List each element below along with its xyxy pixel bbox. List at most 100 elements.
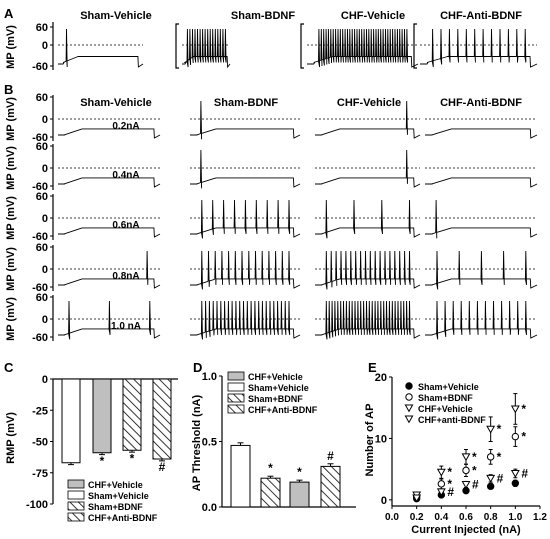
column-title: Sham-Vehicle (80, 10, 152, 22)
y-axis-label: MP (mV) (5, 297, 17, 341)
bar (92, 378, 112, 454)
significance-marker: * (130, 451, 135, 465)
legend-entry: Sham+Vehicle (248, 383, 309, 393)
significance-marker: * (497, 422, 502, 436)
x-axis-label: Current Injected (nA) (411, 524, 521, 536)
legend-entry: CHF+Vehicle (418, 404, 473, 414)
y-tick-label: 0 (42, 163, 48, 175)
significance-marker: # (447, 485, 454, 499)
y-axis-label: Number of AP (364, 404, 376, 477)
panel-d: D 0.0 0.5 1.0 AP Threshold (nA) * * # CHF+Vehicl… (191, 360, 356, 514)
legend-swatch (67, 490, 85, 500)
y-tick-label: -60 (32, 132, 48, 144)
panel-letter-e: E (368, 360, 377, 375)
y-tick-label: 60 (36, 22, 48, 34)
voltage-trace (182, 28, 231, 69)
y-tick-label: 60 (36, 92, 48, 104)
y-tick-label: 0.0 (202, 502, 217, 514)
voltage-trace (307, 28, 419, 68)
y-axis-label: AP Threshold (nA) (191, 394, 203, 491)
y-tick-label: 20 (375, 372, 387, 384)
panel-letter-b: B (4, 82, 13, 97)
column-title: CHF-Anti-BDNF (440, 10, 522, 22)
legend-swatch (227, 393, 245, 403)
bar (320, 465, 341, 508)
bar (152, 378, 172, 460)
panel-b: B Sham-Vehicle Sham-BDNF CHF-Vehicle CHF-Ant… (4, 82, 538, 344)
y-tick-label: -60 (32, 231, 48, 243)
voltage-trace (420, 28, 538, 68)
voltage-trace (425, 250, 538, 290)
voltage-trace (425, 128, 538, 139)
data-point (511, 432, 520, 441)
significance-marker: * (472, 450, 477, 464)
voltage-trace (425, 199, 538, 239)
data-point (486, 482, 495, 491)
voltage-trace (190, 300, 301, 340)
scale-bracket (175, 23, 179, 69)
voltage-trace (315, 300, 421, 340)
x-tick-label: 0.2 (410, 512, 424, 523)
significance-marker: * (268, 461, 273, 475)
scale-bracket (413, 23, 417, 69)
y-tick-label: 0 (42, 264, 48, 276)
voltage-trace (425, 177, 538, 188)
column-title: CHF-Vehicle (341, 10, 405, 22)
significance-marker: # (497, 471, 504, 485)
significance-marker: * (497, 450, 502, 464)
data-point (462, 466, 470, 475)
legend-entry: CHF+Anti-BDNF (88, 513, 158, 523)
current-label: 1.0 nA (111, 321, 141, 332)
current-label: 0.8nA (112, 271, 139, 282)
legend-entry: CHF+Vehicle (248, 372, 303, 382)
column-title: CHF-Vehicle (337, 97, 401, 109)
legend-entry: Sham+BDNF (248, 394, 303, 404)
legend-entry: CHF+Vehicle (88, 480, 143, 490)
significance-marker: # (327, 449, 334, 463)
x-tick-label: 0.6 (459, 512, 473, 523)
voltage-trace (58, 250, 161, 289)
y-tick-label: 0 (42, 213, 48, 225)
y-tick-label: -100 (26, 499, 48, 511)
legend-marker (404, 404, 414, 413)
bar (61, 378, 81, 464)
data-point (510, 469, 520, 478)
significance-marker: * (297, 465, 302, 479)
y-axis-label: MP (mV) (5, 25, 17, 69)
y-axis-label: RMP (mV) (5, 412, 17, 464)
legend-marker (405, 393, 413, 401)
panel-a: A 60 0 -60 MP (mV) Sham-Vehicle Sham-BDNF CHF-V… (4, 6, 538, 73)
x-tick-label: 1.2 (533, 512, 547, 523)
column-title: CHF-Anti-BDNF (440, 97, 522, 109)
data-point (486, 474, 496, 483)
significance-marker: * (521, 402, 526, 416)
data-point (486, 453, 495, 461)
legend-marker (405, 382, 413, 390)
legend-swatch (67, 512, 85, 522)
y-tick-label: -25 (32, 405, 48, 417)
data-point (461, 453, 471, 462)
voltage-trace (58, 227, 161, 238)
panel-e: E 0 10 20 0.0 0.2 0.4 0.6 0.8 1.0 1.2 Current Injec… (364, 360, 547, 536)
y-tick-label: 60 (36, 292, 48, 304)
y-tick-label: 0 (42, 114, 48, 126)
data-point (486, 425, 496, 434)
significance-marker: * (447, 465, 452, 479)
significance-marker: * (447, 477, 452, 491)
legend-swatch (227, 404, 245, 414)
y-tick-label: 60 (36, 141, 48, 153)
panel-letter-d: D (193, 360, 202, 375)
voltage-trace (315, 199, 421, 239)
y-axis-label: MP (mV) (5, 97, 17, 141)
legend-swatch (227, 382, 245, 392)
current-label: 0.2nA (112, 121, 139, 132)
x-tick-label: 0.4 (434, 512, 448, 523)
scale-bracket (300, 23, 304, 69)
y-tick-label: 60 (36, 191, 48, 203)
voltage-trace (190, 250, 301, 290)
column-title: Sham-BDNF (214, 97, 278, 109)
y-tick-label: 0 (42, 314, 48, 326)
current-label: 0.6nA (112, 220, 139, 231)
bar (230, 444, 251, 508)
